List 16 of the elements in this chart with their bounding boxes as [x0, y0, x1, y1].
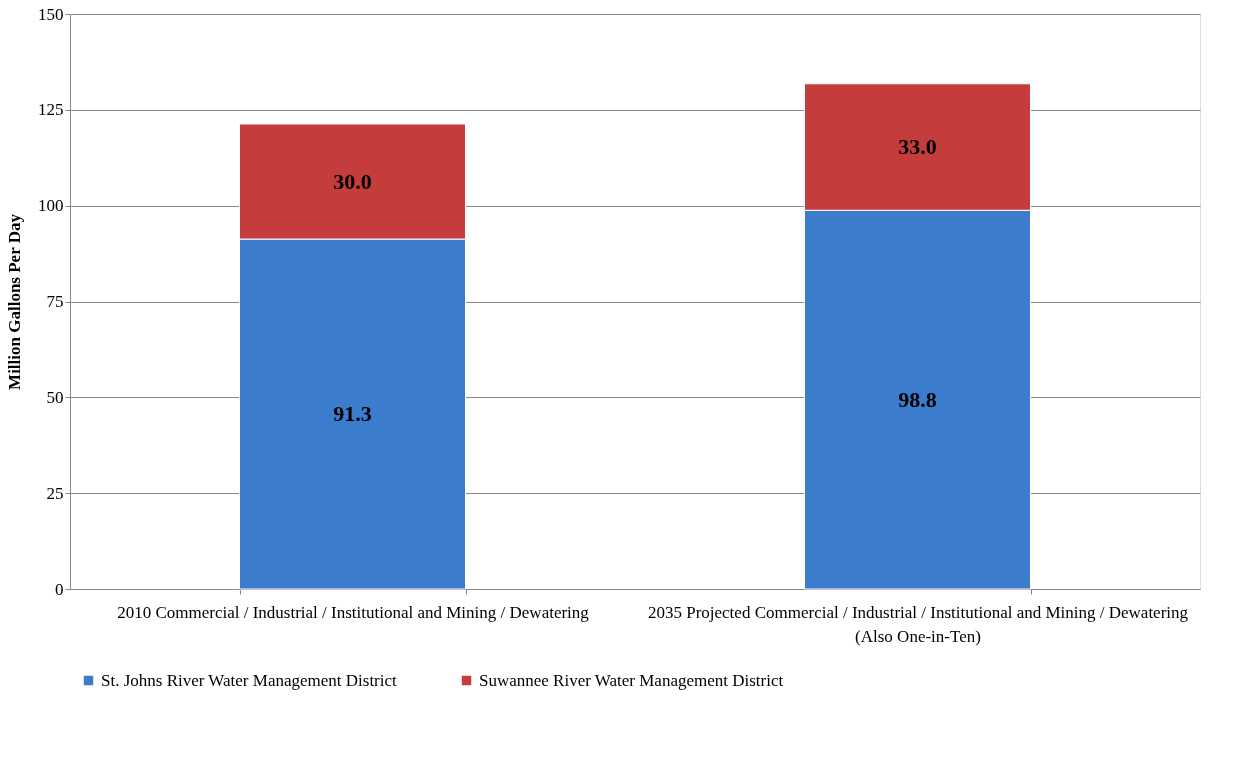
text: 30.0 — [333, 168, 372, 194]
y-tick-label: 50 — [46, 387, 64, 407]
y-tick-label: 125 — [38, 100, 64, 120]
legend-label: Suwannee River Water Management District — [479, 670, 784, 690]
x-tick-label: 2010 Commercial / Industrial / Institutional and Mining / Dewatering — [117, 602, 590, 622]
text: 98.8 — [898, 386, 937, 412]
y-tick-label: 0 — [55, 579, 64, 599]
text: 91.3 — [333, 401, 372, 427]
y-tick-label: 100 — [38, 196, 64, 216]
legend-label: St. Johns River Water Management District — [101, 670, 398, 690]
y-tick-label: 25 — [46, 483, 64, 503]
y-tick-label: 75 — [46, 292, 64, 311]
y-tick-label: 150 — [38, 4, 64, 24]
x-tick-label: 2035 Projected Commercial / Industrial / Institutional and Mining / Dewatering (Also One-in-Ten) — [647, 602, 1189, 646]
text: 33.0 — [898, 134, 937, 160]
y-axis-title: Million Gallons Per Day — [5, 213, 24, 390]
